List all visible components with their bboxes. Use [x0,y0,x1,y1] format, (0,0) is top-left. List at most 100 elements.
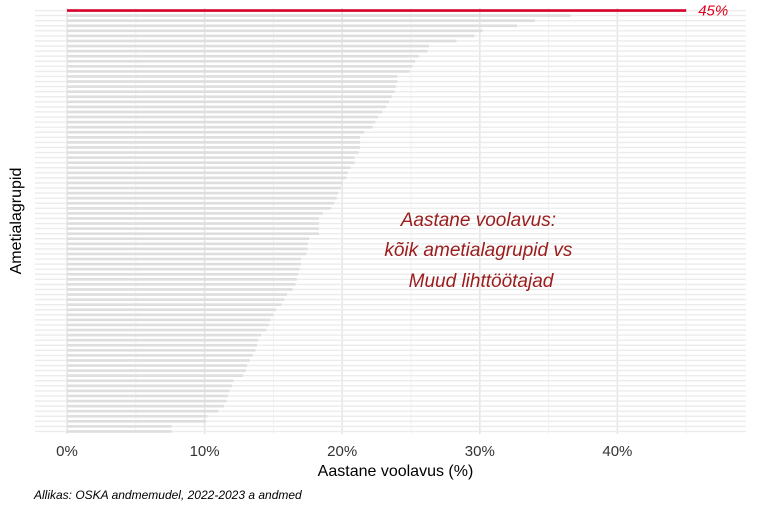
bar [67,267,300,271]
highlight-bar [67,9,687,12]
bar [67,29,483,33]
bar [67,354,253,357]
bar [67,44,429,48]
source-caption: Allikas: OSKA andmemudel, 2022-2023 a an… [34,488,302,502]
bar [67,338,259,342]
bar [67,333,262,337]
bar [67,136,361,139]
bar [67,247,308,251]
bar [67,191,339,195]
bar [67,130,365,134]
bar [67,196,337,200]
bar [67,237,310,241]
bar [67,323,270,327]
bar [67,349,256,352]
bar [67,95,392,99]
bar [67,186,341,190]
bar [67,242,308,246]
x-tick-label: 0% [56,443,78,460]
bar [67,166,351,170]
y-axis-title: Ametialagrupid [8,168,25,275]
bar [67,369,246,372]
bar [67,399,227,403]
annotation-line-1: Aastane voolavus: [400,210,556,231]
x-axis-title: Aastane voolavus (%) [318,463,474,480]
bar [67,201,334,205]
bar [67,125,373,129]
bar [67,389,230,393]
bar [67,75,398,78]
bar [67,59,416,63]
bar [67,176,347,180]
bar [67,156,355,159]
chart-annotation: Aastane voolavus: kõik ametialagrupid vs… [384,210,577,292]
bar [67,141,361,144]
bar [67,257,301,261]
bar [67,232,319,235]
bar [67,272,299,276]
bar [67,161,355,164]
bar [67,425,172,428]
bar [67,420,206,423]
x-tick-label: 30% [465,443,495,460]
bar [67,39,457,43]
bar [67,80,398,83]
bar [67,120,376,124]
bar [67,359,251,362]
annotation-line-2: kõik ametialagrupid vs [384,240,572,261]
bar [67,278,297,281]
bar [67,430,172,433]
bar [67,171,348,175]
bar [67,262,301,266]
bar [67,227,319,230]
bar [67,308,277,312]
bars [67,9,687,433]
bar [67,115,378,119]
bar [67,404,224,408]
bar [67,100,389,104]
bar [67,303,282,306]
bar [67,70,410,73]
bar [67,85,396,88]
bar [67,151,359,154]
bar [67,65,413,68]
bar [67,293,288,296]
bar [67,54,420,58]
bar [67,146,361,149]
bar [67,90,395,93]
bar [67,414,208,418]
bar [67,313,274,317]
bar [67,328,267,332]
bar [67,14,571,17]
bar [67,110,383,114]
bar [67,49,428,53]
bar [67,379,234,383]
bar [67,409,219,413]
annotation-line-3: Muud lihttöötajad [409,271,555,292]
x-tick-labels: 0% 10% 20% 30% 40% [56,443,632,460]
highlight-value-label: 45% [698,3,728,20]
bar [67,207,332,210]
bar [67,252,307,256]
bar [67,394,228,398]
x-tick-label: 40% [602,443,632,460]
bar [67,19,535,22]
bar [67,34,475,38]
x-tick-label: 20% [327,443,357,460]
bar [67,212,323,215]
bar [67,364,248,367]
bar [67,288,293,291]
bar [67,181,343,185]
bar [67,24,517,28]
bar [67,283,296,286]
bar [67,374,244,377]
bar [67,318,271,322]
bar [67,343,257,347]
bar [67,222,319,225]
bar [67,384,233,388]
bar [67,105,387,109]
x-tick-label: 10% [190,443,220,460]
bar [67,217,319,220]
bar [67,298,285,301]
